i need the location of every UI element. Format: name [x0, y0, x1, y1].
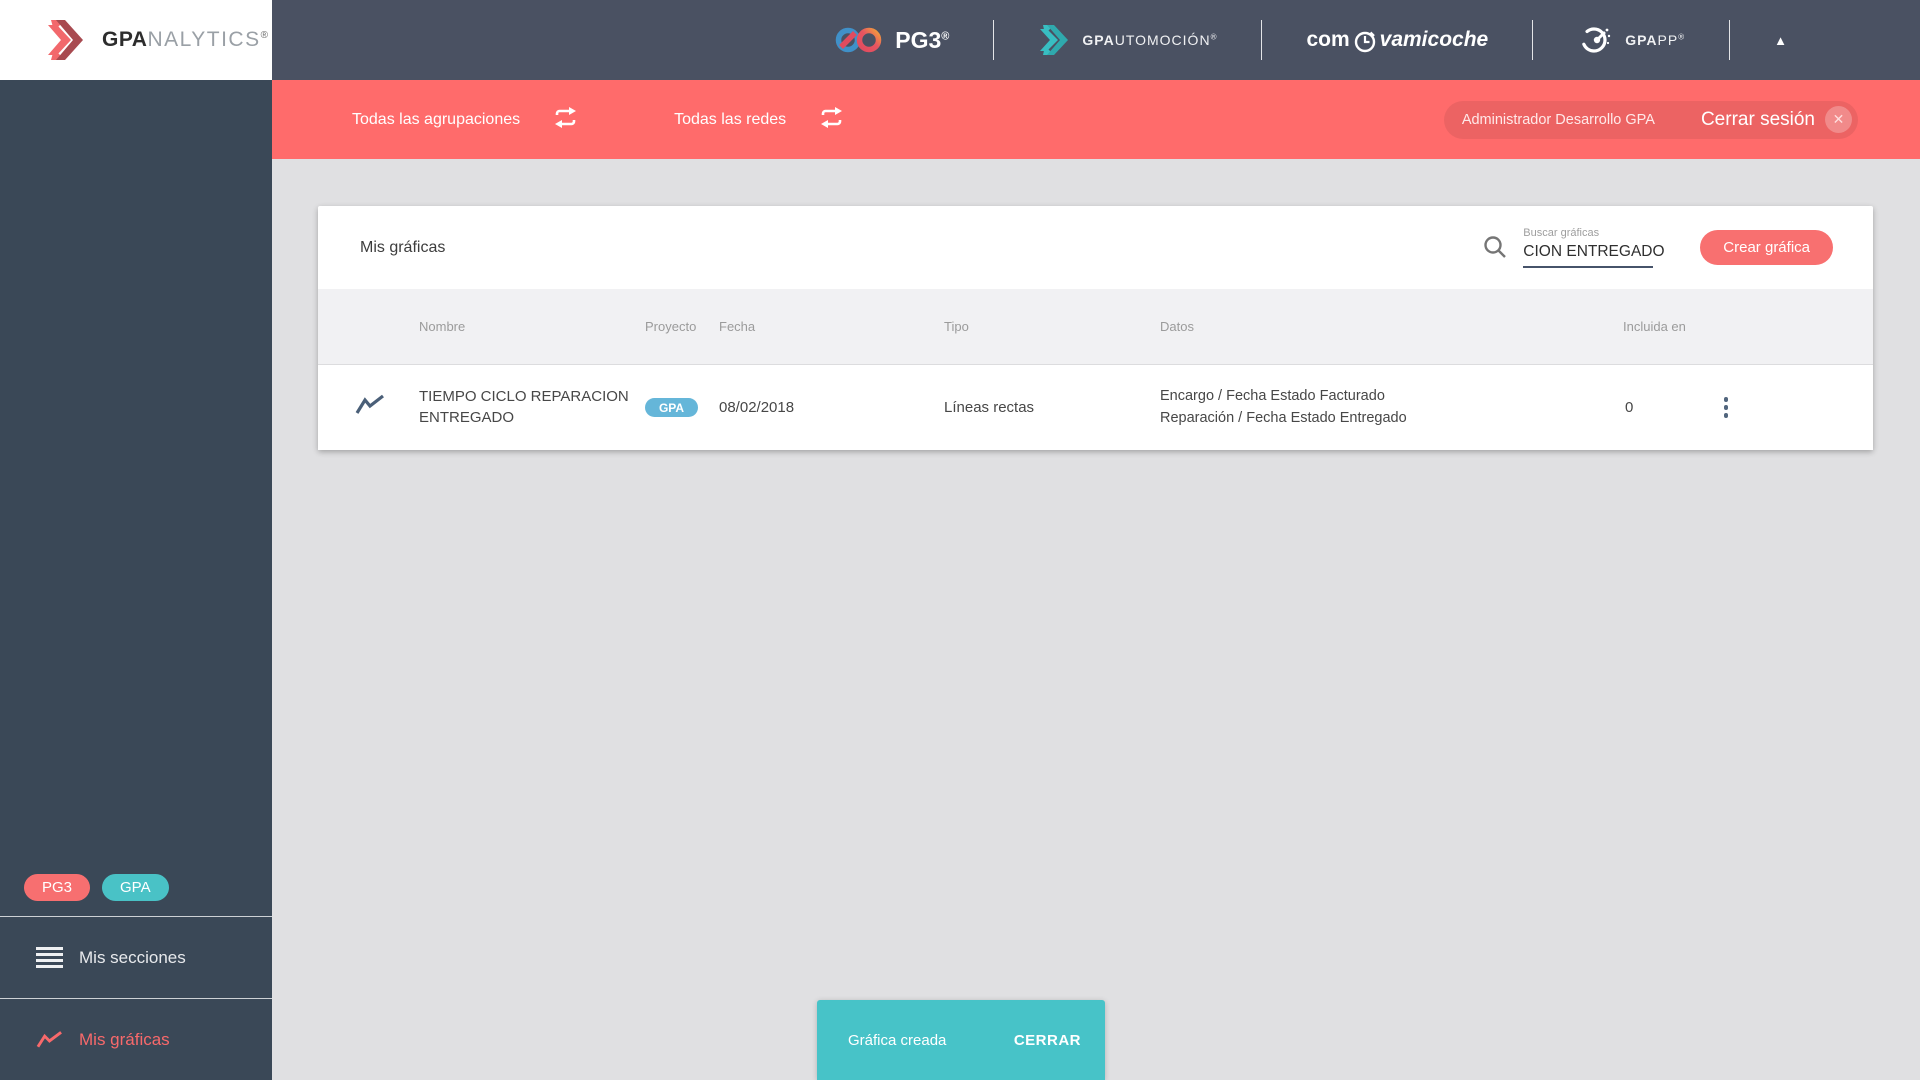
column-header-incluida-en: Incluida en: [1623, 319, 1686, 334]
chart-date: 08/02/2018: [719, 399, 795, 416]
pg3-infinity-icon: [835, 25, 883, 55]
pg3-logo: PG3®: [835, 25, 949, 55]
collapse-header-icon[interactable]: ▲: [1774, 32, 1787, 48]
logout-close-icon[interactable]: ✕: [1825, 106, 1852, 133]
column-header-datos: Datos: [1160, 319, 1194, 334]
comvamicoche-logo: com vamicoche: [1306, 27, 1488, 54]
sidebar-item-mis-secciones[interactable]: Mis secciones: [0, 917, 272, 998]
project-badges: PG3 GPA: [0, 858, 272, 916]
gpapp-gauge-icon: [1577, 22, 1613, 58]
networks-label: Todas las redes: [674, 110, 787, 128]
badge-pg3[interactable]: PG3: [24, 874, 91, 901]
logout-button[interactable]: Cerrar sesión: [1700, 108, 1815, 130]
column-header-tipo: Tipo: [944, 319, 969, 334]
row-menu-icon[interactable]: [1713, 391, 1739, 425]
header-divider: [1729, 20, 1731, 60]
table-row[interactable]: TIEMPO CICLO REPARACION ENTREGADO GPA 08…: [318, 365, 1873, 450]
user-name[interactable]: Administrador Desarrollo GPA: [1461, 111, 1655, 128]
badge-gpa[interactable]: GPA: [102, 874, 169, 901]
swap-groupings-icon[interactable]: [552, 106, 579, 134]
search-icon[interactable]: [1482, 234, 1509, 261]
page-title: Mis gráficas: [360, 238, 446, 256]
table-header: Nombre Proyecto Fecha Tipo Datos Incluid…: [318, 289, 1873, 365]
create-chart-button[interactable]: Crear gráfica: [1700, 230, 1833, 265]
top-header: PG3® GPAUTOMOCIÓN® com vamicoche: [272, 0, 1920, 80]
chart-data-series: Encargo / Fecha Estado Facturado Reparac…: [1160, 388, 1407, 426]
search-field[interactable]: Buscar gráficas CION ENTREGADO: [1523, 227, 1665, 268]
header-divider: [993, 20, 995, 60]
header-divider: [1532, 20, 1534, 60]
sidebar: GPANALYTICS® PG3 GPA Mis secciones Mis g…: [0, 0, 272, 1080]
snackbar-close-button[interactable]: CERRAR: [1006, 1026, 1089, 1055]
sections-menu-icon: [36, 947, 63, 968]
divider: [0, 916, 272, 917]
chart-type-icon: [355, 394, 385, 421]
user-session-pill: Administrador Desarrollo GPA Cerrar sesi…: [1443, 100, 1858, 139]
divider: [0, 998, 272, 999]
groupings-label: Todas las agrupaciones: [352, 110, 521, 128]
snackbar-message: Gráfica creada: [848, 1031, 947, 1049]
gpautomocion-arrow-icon: [1038, 25, 1070, 55]
column-header-nombre: Nombre: [419, 319, 466, 334]
filter-bar: Todas las agrupaciones Todas las redes A…: [272, 80, 1920, 159]
search-field-label: Buscar gráficas: [1523, 227, 1600, 239]
groupings-selector[interactable]: Todas las agrupaciones: [352, 106, 579, 134]
my-charts-card: Mis gráficas Buscar gráficas CION ENTREG…: [318, 206, 1873, 450]
line-chart-icon: [36, 1030, 63, 1050]
gpautomocion-logo: GPAUTOMOCIÓN®: [1038, 25, 1217, 55]
included-in-count: 0: [1625, 399, 1634, 416]
chart-name: TIEMPO CICLO REPARACION ENTREGADO: [419, 388, 629, 426]
column-header-proyecto: Proyecto: [645, 319, 697, 334]
stopwatch-icon: [1352, 27, 1378, 54]
gpa-arrow-icon: [44, 20, 88, 60]
project-badge: GPA: [645, 398, 698, 417]
swap-networks-icon[interactable]: [818, 106, 845, 134]
gpapp-logo: GPAPP®: [1577, 22, 1685, 58]
networks-selector[interactable]: Todas las redes: [674, 106, 845, 134]
search-input[interactable]: CION ENTREGADO: [1523, 243, 1665, 268]
app-logo: GPANALYTICS®: [0, 0, 272, 80]
sidebar-item-mis-graficas[interactable]: Mis gráficas: [0, 999, 272, 1080]
column-header-fecha: Fecha: [719, 319, 756, 334]
header-divider: [1261, 20, 1263, 60]
snackbar: Gráfica creada CERRAR: [817, 1000, 1105, 1080]
card-header: Mis gráficas Buscar gráficas CION ENTREG…: [318, 206, 1873, 289]
chart-type: Líneas rectas: [944, 399, 1035, 416]
